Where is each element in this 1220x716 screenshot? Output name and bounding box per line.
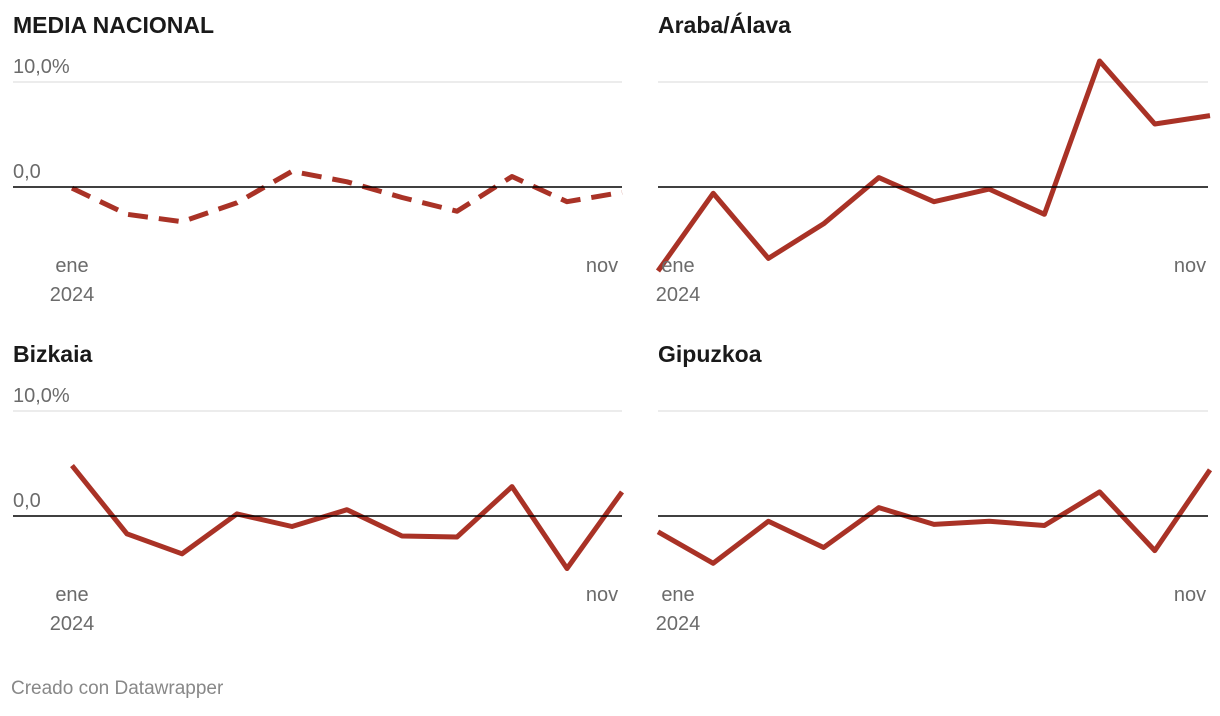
series-line — [70, 168, 623, 225]
x-tick-label-year: 2024 — [50, 613, 95, 635]
panel-2: Bizkaia 10,0% 0,0 ene 2024 nov — [13, 341, 625, 635]
series-line — [655, 58, 1211, 273]
x-tick-label-start: ene — [55, 584, 88, 606]
x-tick-label-end: nov — [1174, 255, 1206, 277]
panel-1: Araba/Álava ene 2024 nov — [655, 11, 1211, 306]
x-tick-label-start: ene — [661, 255, 694, 277]
panel-0: MEDIA NACIONAL 10,0% 0,0 ene 2024 nov — [13, 12, 623, 306]
panel-3: Gipuzkoa ene 2024 nov — [656, 341, 1213, 635]
panel-title: Gipuzkoa — [658, 341, 762, 367]
x-tick-label-start: ene — [55, 255, 88, 277]
x-tick-label-end: nov — [1174, 584, 1206, 606]
x-tick-label-end: nov — [586, 255, 618, 277]
series-line — [70, 464, 625, 571]
y-tick-label-zero: 0,0 — [13, 161, 41, 183]
x-tick-label-year: 2024 — [656, 613, 701, 635]
y-tick-label-top: 10,0% — [13, 56, 70, 78]
x-tick-label-start: ene — [661, 584, 694, 606]
small-multiples-chart: MEDIA NACIONAL10,0%0,0ene2024novAraba/Ál… — [13, 11, 1213, 635]
x-tick-label-year: 2024 — [50, 284, 95, 306]
y-tick-label-top: 10,0% — [13, 385, 70, 407]
panel-title: Bizkaia — [13, 341, 92, 367]
y-tick-label-zero: 0,0 — [13, 490, 41, 512]
panel-title: MEDIA NACIONAL — [13, 12, 214, 38]
x-tick-label-year: 2024 — [656, 284, 701, 306]
x-tick-label-end: nov — [586, 584, 618, 606]
credit-text: Creado con Datawrapper — [11, 678, 224, 699]
panel-title: Araba/Álava — [658, 11, 791, 38]
